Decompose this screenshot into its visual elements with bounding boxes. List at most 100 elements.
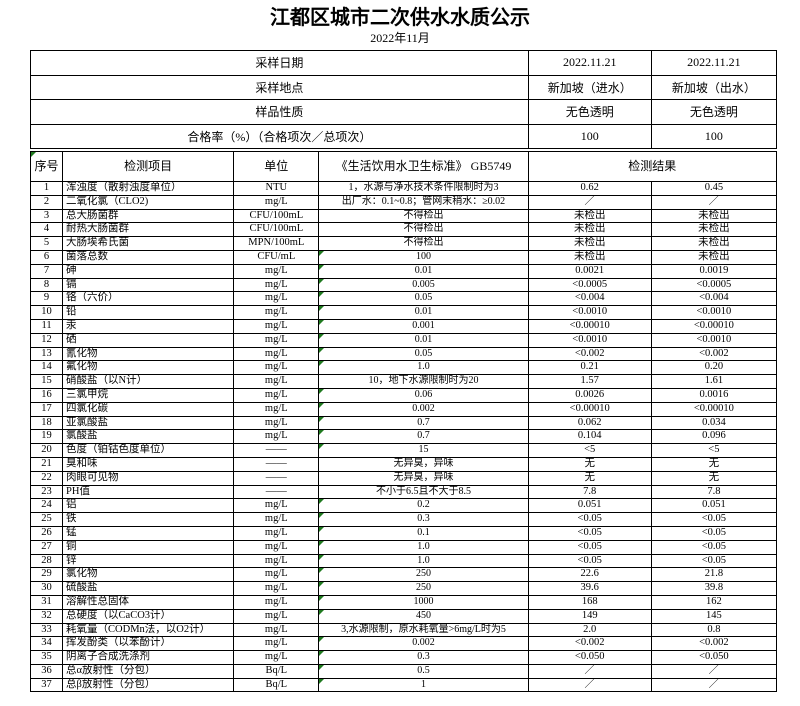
result-inlet: 未检出 <box>527 222 652 238</box>
row-number: 28 <box>29 553 64 569</box>
result-outlet: 7.8 <box>650 484 778 500</box>
result-inlet: <0.05 <box>527 512 652 527</box>
result-outlet: <0.0010 <box>650 305 778 320</box>
standard-value: 无异臭，异味 <box>318 456 529 472</box>
result-inlet: ／ <box>527 677 652 693</box>
table-row: 27 铜 mg/L 1.0 <0.05 <0.05 <box>29 539 778 555</box>
row-number: 26 <box>29 525 64 541</box>
standard-value: 0.5 <box>318 663 529 679</box>
result-outlet: <0.0010 <box>650 332 778 348</box>
unit-value: mg/L <box>233 594 320 610</box>
col-header-result: 检测结果 <box>527 151 778 182</box>
info-value-inlet: 无色透明 <box>527 99 652 125</box>
row-number: 16 <box>29 387 64 403</box>
unit-value: mg/L <box>233 553 320 569</box>
unit-value: Bq/L <box>233 677 320 693</box>
item-name: 铬（六价） <box>62 291 235 307</box>
standard-value: 0.01 <box>318 263 529 279</box>
result-inlet: 0.0021 <box>527 263 652 279</box>
standard-value: 1.0 <box>318 360 529 376</box>
table-row: 14 氟化物 mg/L 1.0 0.21 0.20 <box>29 360 778 376</box>
result-outlet: ／ <box>650 194 778 210</box>
table-row: 26 锰 mg/L 0.1 <0.05 <0.05 <box>29 525 778 541</box>
unit-value: mg/L <box>233 318 320 334</box>
result-outlet: 未检出 <box>650 249 778 265</box>
item-name: 阴离子合成洗涤剂 <box>62 650 235 665</box>
unit-value: mg/L <box>233 194 320 210</box>
standard-value: 0.3 <box>318 650 529 665</box>
table-row: 35 阴离子合成洗涤剂 mg/L 0.3 <0.050 <0.050 <box>29 650 778 665</box>
result-inlet: <0.05 <box>527 525 652 541</box>
result-inlet: 149 <box>527 608 652 624</box>
report-tables: 采样日期 2022.11.21 2022.11.21 采样地点 新加坡（进水） … <box>29 50 778 693</box>
item-name: 铅 <box>62 305 235 320</box>
standard-value: 0.06 <box>318 387 529 403</box>
result-inlet: 2.0 <box>527 622 652 638</box>
result-outlet: 1.61 <box>650 374 778 389</box>
table-row: 37 总β放射性（分包） Bq/L 1 ／／ <box>29 677 778 693</box>
result-inlet: <0.00010 <box>527 401 652 417</box>
result-inlet: 未检出 <box>527 208 652 224</box>
table-row: 19 氯酸盐 mg/L 0.7 0.104 0.096 <box>29 429 778 445</box>
row-number: 33 <box>29 622 64 638</box>
item-name: 锰 <box>62 525 235 541</box>
item-name: 铝 <box>62 498 235 514</box>
result-inlet: <0.05 <box>527 553 652 569</box>
item-name: 氯化物 <box>62 567 235 583</box>
result-outlet: 0.034 <box>650 415 778 431</box>
item-name: 总β放射性（分包） <box>62 677 235 693</box>
result-outlet: <0.05 <box>650 525 778 541</box>
standard-value: 1.0 <box>318 539 529 555</box>
row-number: 10 <box>29 305 64 320</box>
unit-value: mg/L <box>233 415 320 431</box>
table-row: 2 二氧化氯（CLO2) mg/L 出厂水：0.1~0.8；管网末稍水：≥0.02 ／／ <box>29 194 778 210</box>
result-outlet: <0.00010 <box>650 401 778 417</box>
result-inlet: <0.0010 <box>527 305 652 320</box>
table-row: 28 锌 mg/L 1.0 <0.05 <0.05 <box>29 553 778 569</box>
result-inlet: <5 <box>527 443 652 458</box>
result-outlet: 0.20 <box>650 360 778 376</box>
standard-value: 1.0 <box>318 553 529 569</box>
row-number: 7 <box>29 263 64 279</box>
result-inlet: 22.6 <box>527 567 652 583</box>
item-name: 色度（铂钴色度单位） <box>62 443 235 458</box>
table-row: 17 四氯化碳 mg/L 0.002 <0.00010 <0.00010 <box>29 401 778 417</box>
result-outlet: <0.00010 <box>650 318 778 334</box>
row-number: 12 <box>29 332 64 348</box>
result-outlet: 0.096 <box>650 429 778 445</box>
result-inlet: <0.050 <box>527 650 652 665</box>
unit-value: mg/L <box>233 291 320 307</box>
standard-value: 0.001 <box>318 318 529 334</box>
result-inlet: 无 <box>527 456 652 472</box>
table-row: 10 铅 mg/L 0.01 <0.0010 <0.0010 <box>29 305 778 320</box>
info-row-pass-rate: 合格率（%）（合格项次／总项次） 100 100 <box>30 123 778 149</box>
result-outlet: <0.002 <box>650 346 778 362</box>
result-inlet: 0.062 <box>527 415 652 431</box>
info-value-outlet: 新加坡（出水） <box>650 74 778 100</box>
item-name: 菌落总数 <box>62 249 235 265</box>
col-header-standard: 《生活饮用水卫生标准》 GB5749 <box>318 151 529 182</box>
table-row: 20 色度（铂钴色度单位） —— 15 <5 <5 <box>29 443 778 458</box>
result-outlet: ／ <box>650 677 778 693</box>
item-name: 氰化物 <box>62 346 235 362</box>
item-name: 硫酸盐 <box>62 581 235 596</box>
result-outlet: 无 <box>650 456 778 472</box>
standard-value: 1 <box>318 677 529 693</box>
standard-value: 1，水源与净水技术条件限制时为3 <box>318 181 529 196</box>
table-row: 5 大肠埃希氏菌 MPN/100mL 不得检出 未检出 未检出 <box>29 236 778 251</box>
standard-value: 250 <box>318 581 529 596</box>
table-row: 12 硒 mg/L 0.01 <0.0010 <0.0010 <box>29 332 778 348</box>
info-value-inlet: 2022.11.21 <box>527 50 652 76</box>
unit-value: mg/L <box>233 387 320 403</box>
info-value-outlet: 100 <box>650 123 778 149</box>
table-row: 11 汞 mg/L 0.001 <0.00010 <0.00010 <box>29 318 778 334</box>
standard-value: 0.002 <box>318 636 529 652</box>
result-inlet: ／ <box>527 663 652 679</box>
page-subtitle: 2022年11月 <box>370 31 430 45</box>
result-inlet: 未检出 <box>527 236 652 251</box>
standard-value: 0.01 <box>318 332 529 348</box>
standard-value: 0.01 <box>318 305 529 320</box>
standard-value: 出厂水：0.1~0.8；管网末稍水：≥0.02 <box>318 194 529 210</box>
item-name: 硒 <box>62 332 235 348</box>
standard-value: 100 <box>318 249 529 265</box>
